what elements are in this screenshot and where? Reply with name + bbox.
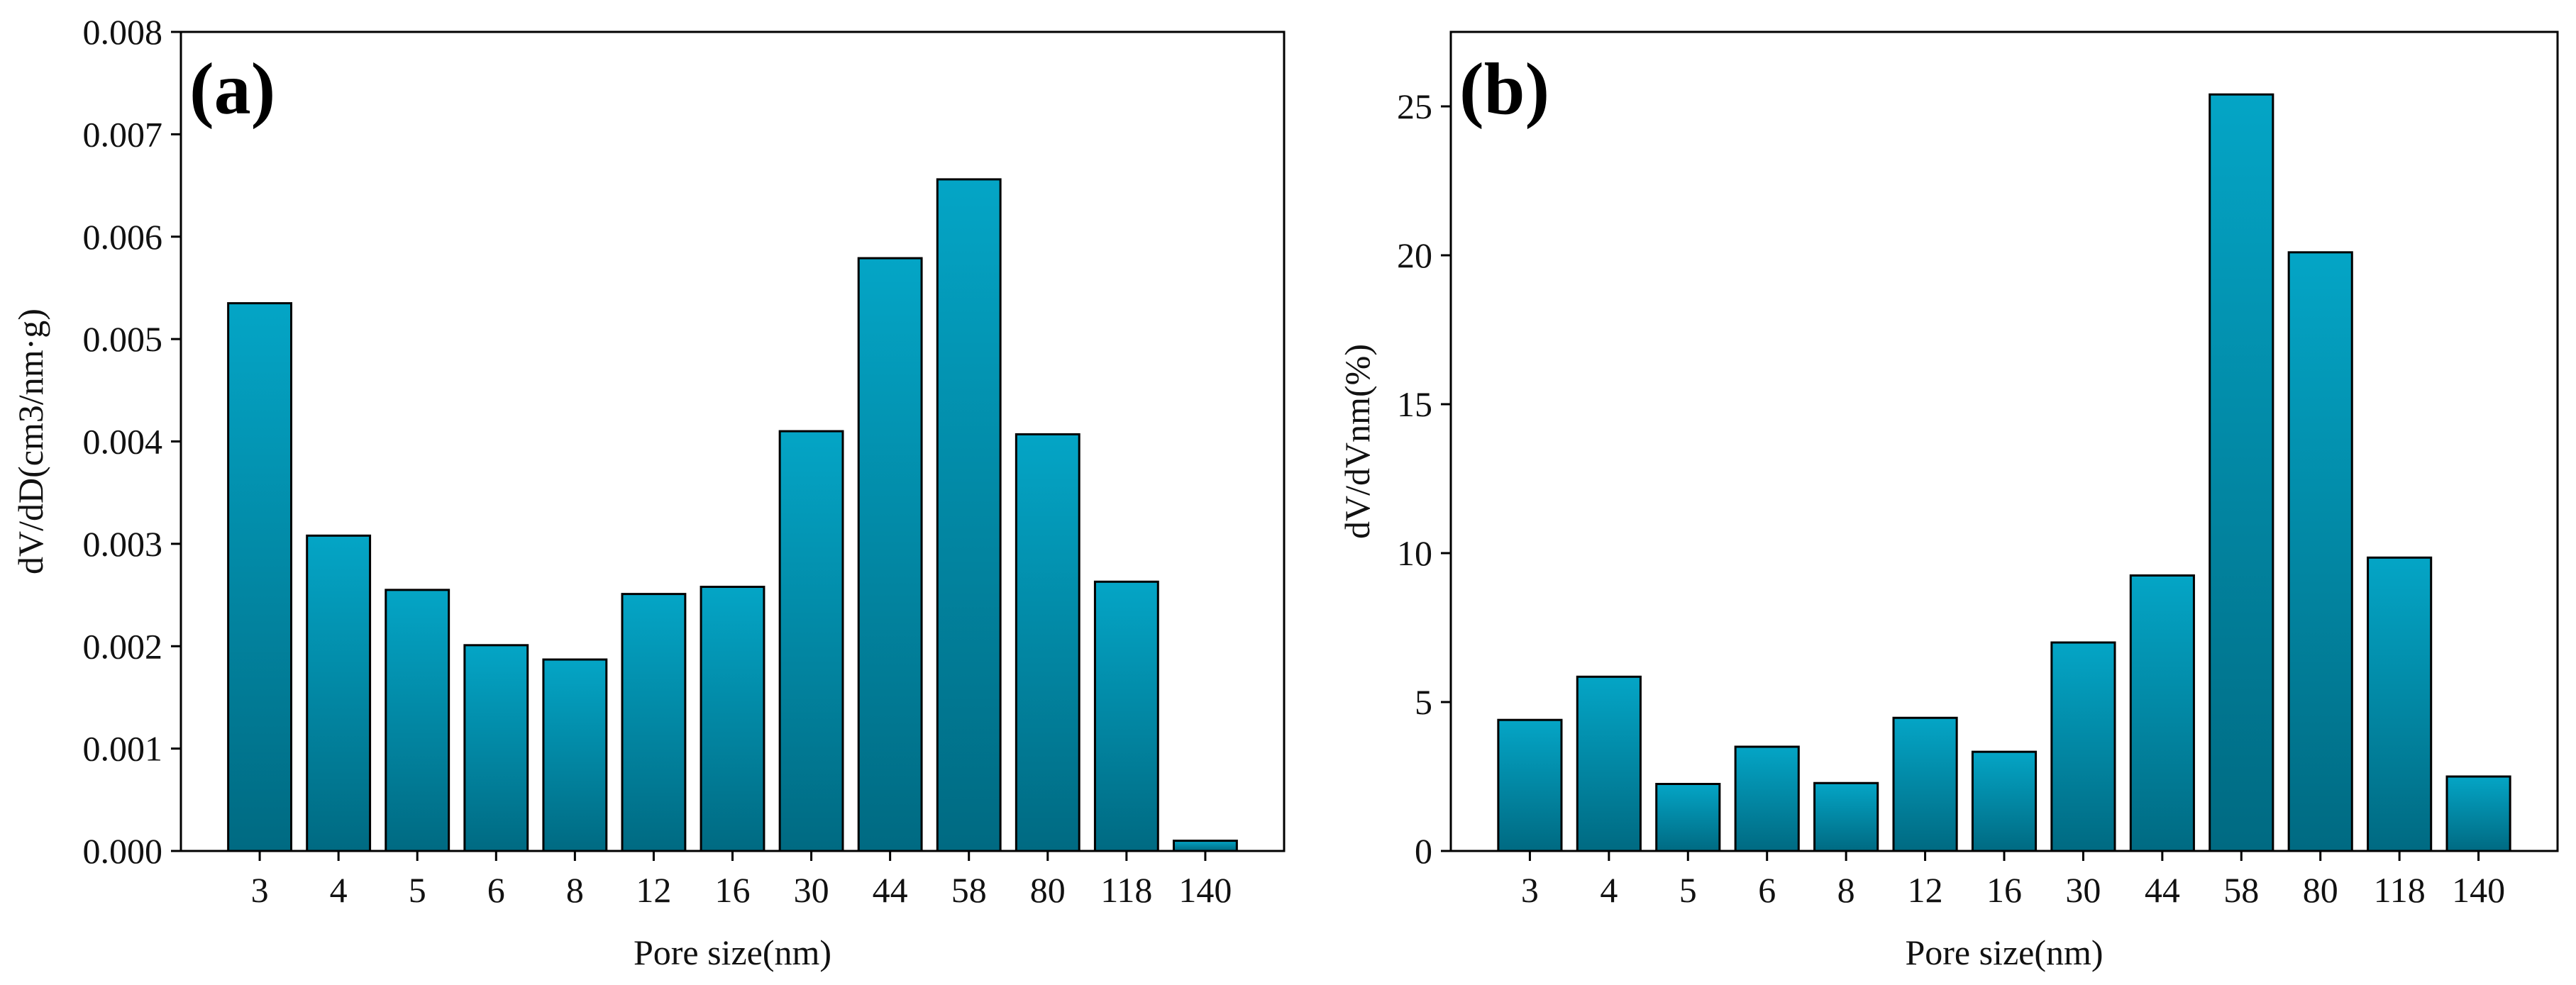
y-tick-label-a-1: 0.001: [83, 729, 163, 769]
y-tick-label-b-5: 25: [1397, 87, 1432, 126]
x-tick-label-b-6: 6: [1758, 870, 1776, 910]
bar-b-16: [1971, 750, 2038, 852]
y-tick-label-a-8: 0.008: [83, 12, 163, 52]
x-tick-label-a-3: 3: [251, 870, 269, 910]
bar-b-30: [2050, 641, 2116, 852]
bar-b-118: [2367, 556, 2433, 852]
x-tick-label-a-44: 44: [873, 870, 908, 910]
bar-b-12: [1892, 716, 1958, 852]
x-tick-label-b-118: 118: [2374, 870, 2426, 910]
x-tick-label-b-12: 12: [1908, 870, 1943, 910]
x-tick-label-a-16: 16: [715, 870, 751, 910]
y-tick-label-b-4: 20: [1397, 235, 1432, 275]
bar-b-58: [2209, 93, 2274, 852]
bar-b-80: [2287, 251, 2353, 852]
y-tick-label-b-1: 5: [1415, 682, 1432, 722]
x-tick-label-b-8: 8: [1837, 870, 1855, 910]
y-tick-label-a-5: 0.005: [83, 319, 163, 359]
bar-b-5: [1655, 783, 1721, 852]
y-tick-label-b-3: 15: [1397, 384, 1432, 424]
x-tick-label-b-30: 30: [2065, 870, 2101, 910]
x-axis-b: 3 4 5 6 8 12 16 30 44 58 80 118 140: [1521, 851, 2505, 910]
chart-panel-a: 0.000 0.001 0.002 0.003 0.004 0.005 0.006 0.007…: [11, 12, 1286, 972]
y-axis-title-a: dV/dD(cm3/nm·g): [11, 308, 50, 574]
bar-a-8: [542, 658, 608, 852]
bar-a-3: [227, 302, 292, 852]
x-tick-label-a-118: 118: [1100, 870, 1152, 910]
panel-label-b: (b): [1459, 48, 1549, 130]
y-tick-label-b-0: 0: [1415, 831, 1432, 871]
bar-a-30: [778, 430, 844, 852]
x-tick-label-a-12: 12: [636, 870, 671, 910]
x-tick-label-b-16: 16: [1986, 870, 2022, 910]
bar-b-140: [2445, 775, 2511, 852]
bar-series-b: [1497, 93, 2511, 852]
bar-b-3: [1497, 718, 1563, 852]
x-tick-label-b-140: 140: [2452, 870, 2505, 910]
y-tick-label-b-2: 10: [1397, 533, 1432, 573]
x-tick-label-b-4: 4: [1600, 870, 1618, 910]
y-axis-a: 0.000 0.001 0.002 0.003 0.004 0.005 0.006 0.007…: [83, 12, 181, 871]
panel-label-a: (a): [189, 48, 275, 130]
bar-b-4: [1576, 675, 1642, 852]
bar-a-4: [306, 534, 372, 852]
bar-series-a: [227, 178, 1238, 852]
bar-a-58: [936, 178, 1002, 852]
x-tick-label-a-8: 8: [566, 870, 584, 910]
x-tick-label-b-5: 5: [1679, 870, 1697, 910]
x-tick-label-b-80: 80: [2303, 870, 2338, 910]
y-tick-label-a-2: 0.002: [83, 626, 163, 666]
bar-a-140: [1173, 840, 1238, 852]
bar-b-8: [1813, 781, 1879, 852]
bar-a-12: [621, 593, 687, 852]
y-tick-label-a-4: 0.004: [83, 422, 163, 462]
x-tick-label-a-4: 4: [330, 870, 348, 910]
bar-b-44: [2129, 574, 2195, 852]
x-tick-label-b-3: 3: [1521, 870, 1539, 910]
bar-a-6: [463, 644, 529, 852]
y-tick-label-a-0: 0.000: [83, 831, 163, 871]
bar-a-5: [385, 589, 450, 852]
y-tick-label-a-3: 0.003: [83, 524, 163, 564]
bar-a-16: [700, 586, 765, 852]
x-tick-label-a-140: 140: [1178, 870, 1232, 910]
x-tick-label-a-6: 6: [487, 870, 505, 910]
x-tick-label-a-58: 58: [951, 870, 987, 910]
x-axis-title-a: Pore size(nm): [634, 933, 831, 972]
x-axis-title-b: Pore size(nm): [1905, 933, 2103, 972]
bar-a-80: [1015, 433, 1080, 852]
bar-a-44: [857, 257, 923, 852]
x-axis-a: 3 4 5 6 8 12 16 30 44 58 80 118 140: [251, 851, 1232, 910]
x-tick-label-b-58: 58: [2223, 870, 2259, 910]
x-tick-label-b-44: 44: [2145, 870, 2180, 910]
bar-b-6: [1734, 745, 1800, 852]
x-tick-label-a-80: 80: [1030, 870, 1066, 910]
chart-panel-b: 0 5 10 15 20 25 3 4 5 6 8 12 16 30 44 58 80 118 140 (b) P…: [1337, 30, 2559, 972]
y-axis-title-b: dV/dVnm(%): [1337, 344, 1377, 539]
y-tick-label-a-7: 0.007: [83, 114, 163, 154]
y-axis-b: 0 5 10 15 20 25: [1397, 87, 1451, 871]
y-tick-label-a-6: 0.006: [83, 217, 163, 257]
x-tick-label-a-30: 30: [794, 870, 829, 910]
x-tick-label-a-5: 5: [409, 870, 426, 910]
bar-a-118: [1093, 580, 1159, 852]
